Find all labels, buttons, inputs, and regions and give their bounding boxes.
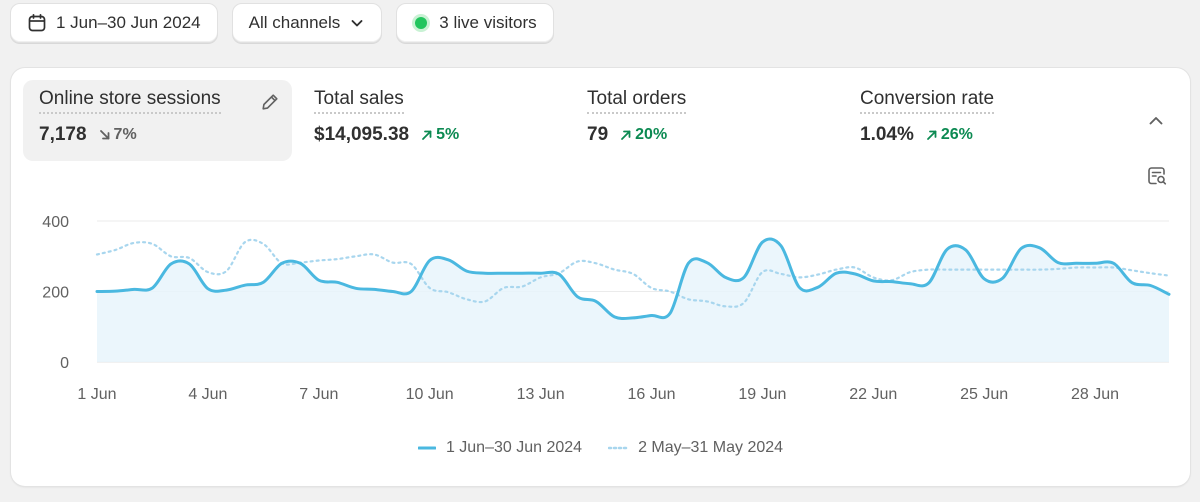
y-tick-label: 400 <box>42 214 69 231</box>
legend-item-comparison[interactable]: 2 May–31 May 2024 <box>608 439 783 457</box>
date-range-label: 1 Jun–30 Jun 2024 <box>56 13 201 32</box>
y-tick-label: 200 <box>42 285 69 302</box>
y-tick-label: 0 <box>60 355 69 372</box>
x-tick-label: 28 Jun <box>1071 386 1119 403</box>
series-area-current <box>97 238 1169 362</box>
arrow-up-right-icon <box>926 130 937 140</box>
metric-label: Total sales <box>314 88 404 114</box>
live-status-dot-icon <box>415 17 428 29</box>
chevron-down-icon <box>349 15 365 31</box>
metric-value: 1.04% <box>860 124 914 145</box>
channel-select[interactable]: All channels <box>231 3 383 43</box>
x-tick-label: 10 Jun <box>406 386 454 403</box>
report-search-icon[interactable] <box>1146 165 1168 192</box>
delta-badge: 7% <box>99 126 137 144</box>
metric-label: Online store sessions <box>39 88 221 114</box>
arrow-up-right-icon <box>422 130 432 140</box>
series-line-current <box>95 237 1171 321</box>
x-tick-label: 19 Jun <box>738 386 786 403</box>
delta-value: 20% <box>635 126 668 143</box>
metric-online-store-sessions[interactable]: Online store sessions 7,178 7% <box>23 80 292 161</box>
series-line-comparison <box>95 238 1171 308</box>
chevron-up-icon[interactable] <box>1145 110 1167 137</box>
metric-label: Total orders <box>587 88 687 114</box>
chart-legend: 1 Jun–30 Jun 2024 2 May–31 May 2024 <box>11 439 1190 457</box>
x-tick-label: 7 Jun <box>299 386 338 403</box>
metric-value: 7,178 <box>39 124 87 145</box>
pencil-icon[interactable] <box>260 92 280 117</box>
legend-swatch-dotted <box>608 446 629 450</box>
arrow-down-right-icon <box>99 130 109 140</box>
metric-total-orders[interactable]: Total orders 79 20% <box>571 80 831 161</box>
delta-badge: 5% <box>421 126 459 144</box>
delta-badge: 26% <box>926 126 973 144</box>
legend-swatch-solid <box>417 446 436 450</box>
legend-item-current[interactable]: 1 Jun–30 Jun 2024 <box>417 439 583 457</box>
x-tick-label: 16 Jun <box>627 386 675 403</box>
metric-conversion-rate[interactable]: Conversion rate 1.04% 26% <box>844 80 1114 161</box>
metric-total-sales[interactable]: Total sales $14,095.38 5% <box>298 80 558 161</box>
delta-value: 7% <box>113 126 137 143</box>
analytics-card: Online store sessions 7,178 7% Total sal… <box>11 68 1190 486</box>
metric-label: Conversion rate <box>860 88 995 114</box>
x-tick-label: 4 Jun <box>188 386 227 403</box>
x-tick-label: 13 Jun <box>517 386 565 403</box>
channel-label: All channels <box>248 13 341 32</box>
metric-value: 79 <box>587 124 609 145</box>
live-visitors-label: 3 live visitors <box>439 13 537 32</box>
sessions-line-chart: 0 200 400 1 Jun 4 Jun 7 Jun 10 Jun 13 Jun 16 Jun… <box>42 214 1171 403</box>
delta-badge: 20% <box>620 126 667 144</box>
x-tick-label: 25 Jun <box>960 386 1008 403</box>
legend-label: 2 May–31 May 2024 <box>638 439 784 456</box>
filter-bar: 1 Jun–30 Jun 2024 All channels 3 live vi… <box>10 3 554 43</box>
metric-value: $14,095.38 <box>314 124 410 145</box>
live-visitors-button[interactable]: 3 live visitors <box>396 3 554 43</box>
x-tick-label: 22 Jun <box>849 386 897 403</box>
delta-value: 5% <box>436 126 460 143</box>
delta-value: 26% <box>940 126 973 143</box>
x-tick-label: 1 Jun <box>77 386 116 403</box>
arrow-up-right-icon <box>621 130 631 140</box>
legend-label: 1 Jun–30 Jun 2024 <box>445 439 583 456</box>
date-range-button[interactable]: 1 Jun–30 Jun 2024 <box>10 3 218 43</box>
calendar-icon <box>27 13 47 33</box>
